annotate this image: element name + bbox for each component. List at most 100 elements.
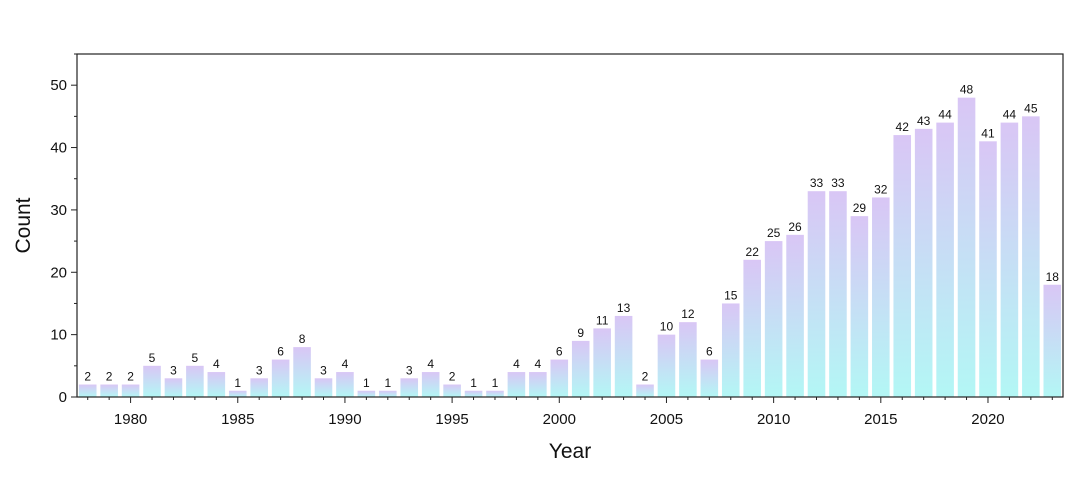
value-label-2008: 15 xyxy=(724,288,738,302)
value-label-1994: 4 xyxy=(427,357,434,371)
bar-2016 xyxy=(893,135,912,397)
bar-1978 xyxy=(78,384,97,397)
value-label-2014: 29 xyxy=(853,201,867,215)
x-tick-label: 2005 xyxy=(650,411,683,428)
value-label-1983: 5 xyxy=(192,351,199,365)
bar-1998 xyxy=(507,372,526,397)
value-label-1991: 1 xyxy=(363,376,370,390)
bar-2000 xyxy=(550,359,569,397)
y-tick-label: 20 xyxy=(50,264,67,281)
value-label-1996: 1 xyxy=(470,376,477,390)
value-label-2002: 11 xyxy=(596,313,609,327)
bar-2015 xyxy=(872,197,890,397)
value-label-2022: 45 xyxy=(1024,101,1038,115)
bar-2017 xyxy=(914,128,933,397)
bar-2010 xyxy=(764,241,783,397)
value-label-1978: 2 xyxy=(84,370,91,384)
value-label-2017: 43 xyxy=(917,114,931,128)
bar-2005 xyxy=(657,334,676,397)
bar-2011 xyxy=(786,234,804,397)
bar-1991 xyxy=(357,390,376,397)
y-tick-label: 10 xyxy=(50,327,67,344)
y-axis-title: Count xyxy=(12,197,35,253)
y-tick-label: 40 xyxy=(50,140,67,157)
bar-1993 xyxy=(400,378,419,397)
bar-2012 xyxy=(807,191,826,397)
bar-1996 xyxy=(464,390,483,397)
bar-1980 xyxy=(121,384,140,397)
bar-2014 xyxy=(850,216,869,397)
value-label-1982: 3 xyxy=(170,363,177,377)
bar-1983 xyxy=(186,365,204,397)
value-label-2015: 32 xyxy=(874,182,888,196)
bar-1979 xyxy=(100,384,118,397)
value-label-1981: 5 xyxy=(149,351,156,365)
value-label-2021: 44 xyxy=(1003,108,1017,122)
x-tick-label: 1980 xyxy=(114,411,147,428)
bar-2018 xyxy=(936,122,954,397)
bar-1990 xyxy=(336,372,354,397)
value-label-1993: 3 xyxy=(406,363,413,377)
bar-1984 xyxy=(207,372,226,397)
bar-2022 xyxy=(1022,116,1040,398)
bar-1988 xyxy=(293,347,311,397)
value-label-2016: 42 xyxy=(896,120,910,134)
bar-2004 xyxy=(636,384,654,397)
value-label-2010: 25 xyxy=(767,226,781,240)
value-label-2001: 9 xyxy=(577,326,584,340)
x-tick-label: 1985 xyxy=(221,411,254,428)
value-label-1998: 4 xyxy=(513,357,520,371)
x-tick-label: 1995 xyxy=(435,411,468,428)
bar-2003 xyxy=(614,315,633,397)
value-label-2006: 12 xyxy=(681,307,695,321)
value-label-1984: 4 xyxy=(213,357,220,371)
value-label-2020: 41 xyxy=(981,126,995,140)
bar-1999 xyxy=(529,372,547,397)
value-label-1985: 1 xyxy=(234,376,241,390)
bar-1997 xyxy=(486,390,504,397)
value-label-2011: 26 xyxy=(788,220,802,234)
bar-2009 xyxy=(743,259,761,397)
value-label-2005: 10 xyxy=(660,320,674,334)
bar-1987 xyxy=(271,359,290,397)
y-tick-label: 50 xyxy=(50,77,67,94)
value-label-1992: 1 xyxy=(384,376,391,390)
value-label-1986: 3 xyxy=(256,363,263,377)
value-label-2018: 44 xyxy=(938,108,952,122)
bar-2007 xyxy=(700,359,719,397)
bar-2001 xyxy=(571,340,590,397)
value-label-2009: 22 xyxy=(746,245,760,259)
value-label-2003: 13 xyxy=(617,301,631,315)
value-label-1987: 6 xyxy=(277,345,284,359)
x-tick-label: 1990 xyxy=(328,411,361,428)
bar-2013 xyxy=(829,191,847,397)
value-label-2012: 33 xyxy=(810,176,824,190)
x-axis-title: Year xyxy=(549,440,591,463)
value-label-1989: 3 xyxy=(320,363,327,377)
value-label-2007: 6 xyxy=(706,345,713,359)
x-tick-label: 2000 xyxy=(543,411,576,428)
plot-frame xyxy=(76,53,1064,398)
bar-1985 xyxy=(228,390,247,397)
bar-2023 xyxy=(1043,284,1062,397)
value-label-1995: 2 xyxy=(449,370,456,384)
bar-2002 xyxy=(593,328,611,397)
bar-2008 xyxy=(721,303,740,397)
value-label-1997: 1 xyxy=(492,376,499,390)
bar-1986 xyxy=(250,378,268,397)
value-label-1988: 8 xyxy=(299,332,306,346)
x-tick-label: 2010 xyxy=(757,411,790,428)
value-label-2004: 2 xyxy=(642,370,649,384)
value-label-2013: 33 xyxy=(831,176,845,190)
value-label-1999: 4 xyxy=(535,357,542,371)
x-tick-label: 2015 xyxy=(864,411,897,428)
bar-1982 xyxy=(164,378,183,397)
bar-1989 xyxy=(314,378,333,397)
value-label-2019: 48 xyxy=(960,83,974,97)
x-tick-label: 2020 xyxy=(971,411,1004,428)
bar-2019 xyxy=(957,97,976,398)
value-label-2000: 6 xyxy=(556,345,563,359)
y-tick-label: 30 xyxy=(50,202,67,219)
bar-2006 xyxy=(679,322,697,397)
